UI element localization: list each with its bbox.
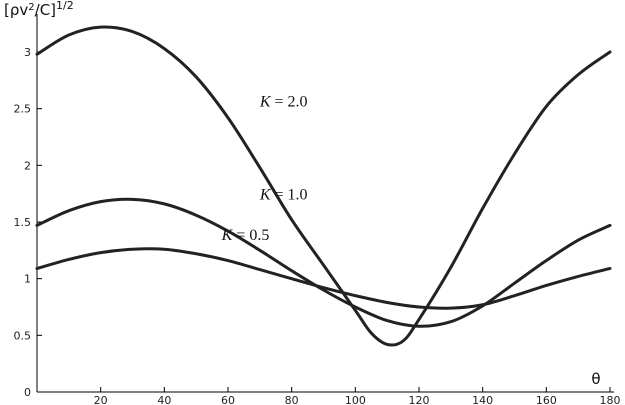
x-axis-ticks: 20 40 60 80 100 120 140 160 180 <box>94 387 621 405</box>
y-axis-label-main: [ρv <box>4 1 28 19</box>
series-line-2 <box>35 247 612 310</box>
series-label: K = 0.5 <box>221 227 270 244</box>
series-lines <box>35 25 612 347</box>
series-line-0 <box>35 25 612 347</box>
x-tick-label: 20 <box>94 394 108 405</box>
y-axis-label-rest: /C] <box>35 1 56 19</box>
axes <box>36 14 614 393</box>
series-label: K = 2.0 <box>259 93 308 110</box>
series-label: K = 1.0 <box>259 186 308 203</box>
x-tick-label: 160 <box>536 394 557 405</box>
x-axis-label: θ <box>591 370 600 388</box>
x-tick-label: 40 <box>157 394 171 405</box>
y-axis-ticks: 0 0.5 1 1.5 2 2.5 3 <box>14 46 42 399</box>
y-tick-label: 0 <box>24 386 31 399</box>
y-axis-label-square: 2 <box>28 2 34 13</box>
y-axis-label-exponent: 1/2 <box>56 0 74 12</box>
series-annotations: K = 2.0 K = 1.0 K = 0.5 <box>221 93 308 244</box>
y-tick-label: 2 <box>24 159 31 172</box>
y-tick-label: 0.5 <box>14 329 32 342</box>
y-tick-label: 3 <box>24 46 31 59</box>
y-tick-label: 2.5 <box>14 103 32 116</box>
series-line-1 <box>35 197 612 328</box>
y-tick-label: 1.5 <box>14 216 32 229</box>
x-tick-label: 80 <box>285 394 299 405</box>
x-tick-label: 100 <box>345 394 366 405</box>
y-axis-label: [ρv2/C]1/2 <box>4 0 74 19</box>
x-tick-label: 180 <box>600 394 621 405</box>
x-tick-label: 140 <box>472 394 493 405</box>
x-tick-label: 120 <box>409 394 430 405</box>
x-tick-label: 60 <box>221 394 235 405</box>
y-tick-label: 1 <box>24 273 31 286</box>
